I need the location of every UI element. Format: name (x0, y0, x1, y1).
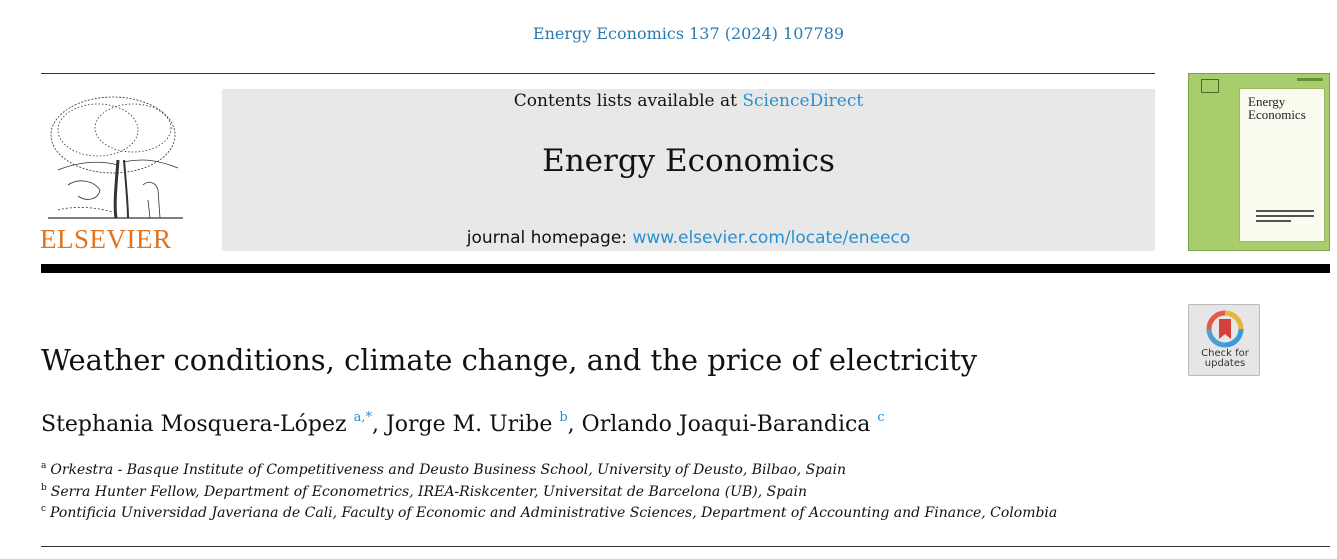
affiliation-text: Orkestra - Basque Institute of Competiti… (50, 462, 847, 478)
crossmark-icon (1206, 310, 1244, 348)
journal-homepage-line: journal homepage: www.elsevier.com/locat… (222, 228, 1155, 248)
author-separator: , (567, 412, 582, 437)
cover-issn (1297, 78, 1323, 81)
publisher-wordmark: ELSEVIER (40, 224, 172, 254)
article-title: Weather conditions, climate change, and … (41, 343, 978, 377)
check-label-line2: updates (1204, 358, 1246, 369)
affiliation-text: Pontificia Universidad Javeriana de Cali… (50, 505, 1058, 521)
cover-panel: Energy Economics (1239, 88, 1325, 242)
cover-footer-lines (1256, 210, 1314, 225)
author-name[interactable]: Orlando Joaqui-Barandica (581, 412, 871, 437)
journal-banner: Contents lists available at ScienceDirec… (222, 89, 1155, 251)
journal-homepage-link[interactable]: www.elsevier.com/locate/eneeco (632, 228, 911, 248)
journal-citation[interactable]: Energy Economics 137 (2024) 107789 (0, 24, 1337, 43)
check-label-line1: Check for (1201, 348, 1249, 359)
affiliation-item: a Orkestra - Basque Institute of Competit… (41, 461, 1057, 484)
author-list: Stephania Mosquera-López a,*, Jorge M. U… (41, 410, 885, 437)
bottom-divider (41, 546, 1330, 547)
affiliation-item: c Pontificia Universidad Javeriana de Cal… (41, 504, 1058, 527)
homepage-prefix: journal homepage: (466, 228, 633, 248)
top-divider (41, 73, 1155, 74)
check-for-updates-button[interactable]: Check for updates (1188, 304, 1260, 376)
affiliation-text: Serra Hunter Fellow, Department of Econo… (50, 483, 808, 500)
author-name[interactable]: Jorge M. Uribe (385, 412, 553, 437)
author-affiliation-marker[interactable]: b (559, 410, 568, 425)
author-separator: , (371, 412, 386, 437)
cover-logo (1201, 79, 1219, 93)
header-thick-rule (41, 264, 1330, 273)
contents-prefix: Contents lists available at (513, 91, 743, 111)
journal-cover-thumbnail[interactable]: Energy Economics (1188, 73, 1330, 251)
contents-available-line: Contents lists available at ScienceDirec… (222, 91, 1155, 111)
affiliation-list: a Orkestra - Basque Institute of Competit… (41, 461, 1058, 527)
check-for-updates-label: Check for updates (1189, 349, 1261, 369)
journal-name: Energy Economics (542, 143, 835, 179)
affiliation-mark: a (41, 461, 47, 471)
sciencedirect-link[interactable]: ScienceDirect (742, 91, 864, 111)
author-name[interactable]: Stephania Mosquera-López (41, 412, 347, 437)
affiliation-mark: b (41, 482, 47, 493)
cover-title-line1: Energy (1248, 94, 1286, 109)
affiliation-item: b Serra Hunter Fellow, Department of Econ… (41, 482, 1057, 506)
elsevier-tree-icon (48, 96, 183, 219)
author-affiliation-marker[interactable]: a,* (353, 410, 372, 425)
author-affiliation-marker[interactable]: c (877, 410, 885, 425)
affiliation-mark: c (41, 504, 47, 514)
citation-text[interactable]: Energy Economics 137 (2024) 107789 (532, 24, 845, 43)
cover-title-line2: Economics (1248, 107, 1306, 122)
cover-title: Energy Economics (1240, 95, 1326, 121)
